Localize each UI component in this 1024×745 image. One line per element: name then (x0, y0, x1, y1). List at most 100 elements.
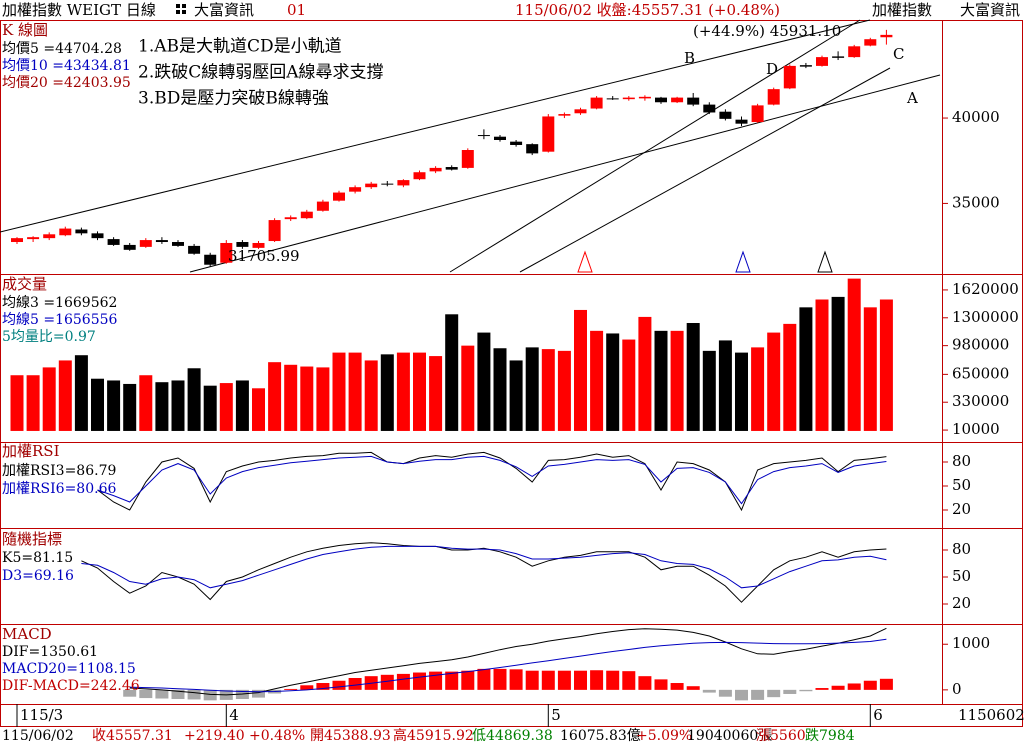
candle-body (848, 46, 861, 58)
legend-entry: D3=69.16 (2, 568, 74, 584)
histogram-bar (815, 688, 829, 690)
footer-up: 漲5560 (756, 728, 806, 744)
volume-bar (316, 367, 330, 431)
volume-bar (235, 380, 249, 431)
histogram-bar (187, 689, 201, 700)
candle-body (252, 242, 265, 248)
volume-bar (509, 360, 523, 431)
candle-body (284, 217, 297, 220)
volume-bar (879, 299, 893, 431)
volume-bar (606, 333, 620, 431)
histogram-bar (654, 679, 668, 690)
volume-bar (557, 350, 571, 431)
candle-body (188, 245, 201, 254)
y-tick-label: 1300000 (952, 308, 1019, 326)
histogram-bar (203, 689, 217, 701)
histogram-bar (735, 689, 748, 701)
volume-bar (670, 330, 684, 431)
plot-area: 40000 35000 1620000 1300000 980000 650000 3300… (10, 29, 1019, 727)
icon (176, 10, 180, 14)
candle-body (204, 254, 217, 265)
volume-bar (139, 375, 153, 431)
volume-bar (686, 323, 700, 431)
signal-marker (735, 250, 751, 273)
histogram-bar (332, 680, 346, 690)
candle-body (365, 183, 378, 188)
volume-bar (525, 347, 539, 431)
panel-title: 成交量 (2, 275, 47, 293)
candle-body (107, 239, 120, 245)
y-tick-label: 40000 (952, 108, 1000, 126)
candle-body (477, 135, 490, 137)
candle-body (413, 172, 426, 180)
candle-body (11, 238, 23, 243)
histogram-bar (718, 689, 732, 697)
volume-bar (10, 375, 24, 431)
histogram-bar (252, 689, 265, 698)
volume-bar (348, 352, 362, 431)
candle-body (655, 97, 667, 103)
footer-change: +219.40 (184, 728, 245, 744)
histogram-bar (300, 685, 314, 690)
icon (182, 4, 186, 8)
footer-open: 開45388.93 (310, 728, 391, 744)
histogram-bar (396, 673, 410, 690)
histogram-bar (702, 689, 716, 693)
histogram-bar (477, 668, 491, 690)
candle-body (494, 136, 506, 141)
volume-bar (751, 347, 765, 431)
candle-body (832, 56, 845, 58)
series-line (129, 638, 887, 693)
candle-body (880, 34, 893, 38)
candle-body (590, 97, 603, 109)
candle-body (687, 97, 700, 105)
volume-bar (171, 380, 185, 431)
volume-bar (91, 378, 104, 431)
volume-bar (364, 360, 378, 431)
footer-change-pct: +0.48% (249, 728, 305, 744)
volume-bar (219, 383, 233, 431)
candle-body (703, 104, 716, 113)
histogram-bar (461, 670, 475, 690)
candle-body (767, 89, 780, 105)
series-line (81, 545, 887, 589)
candle-body (606, 98, 619, 100)
icon (182, 10, 186, 14)
volume-bar (74, 355, 88, 431)
candle-body (333, 192, 345, 201)
histogram-bar (380, 674, 394, 690)
legend-entry: DIF=1350.61 (2, 644, 98, 660)
volume-bar (107, 380, 121, 431)
footer-amount-pct: +5.09% (636, 728, 692, 744)
candle-body (783, 65, 796, 89)
legend-vol-ratio: 5均量比=0.97 (2, 329, 96, 345)
volume-bar (26, 375, 40, 431)
histogram-bar (413, 672, 426, 690)
legend-entry: K5=81.15 (2, 550, 73, 566)
volume-bar (252, 388, 265, 431)
histogram-bar (557, 670, 571, 690)
volume-bar (187, 368, 201, 431)
candle-body (574, 109, 587, 114)
trend-line (519, 67, 891, 273)
volume-bar (42, 367, 56, 431)
footer-volume: 19040060張 (687, 728, 772, 744)
trend-line (189, 74, 941, 273)
header-source-right: 大富資訊 (960, 1, 1020, 19)
y-tick-label: 80 (952, 540, 971, 558)
candle-body (43, 234, 56, 239)
note: 1.AB是大軌道CD是小軌道 (138, 37, 342, 57)
volume-bar (493, 348, 507, 431)
histogram-bar (541, 670, 555, 690)
candle-body (461, 150, 474, 168)
histogram-bar (429, 671, 443, 690)
x-tick-label: 4 (229, 706, 239, 724)
y-tick-label: 1620000 (952, 280, 1019, 298)
candle-body (445, 167, 458, 170)
candle-body (864, 39, 877, 46)
volume-bar (541, 349, 555, 431)
footer-date: 115/06/02 (2, 728, 74, 744)
candle-body (638, 96, 651, 99)
x-tick-label: 6 (873, 706, 883, 724)
panel-title: K 線圖 (2, 21, 48, 39)
